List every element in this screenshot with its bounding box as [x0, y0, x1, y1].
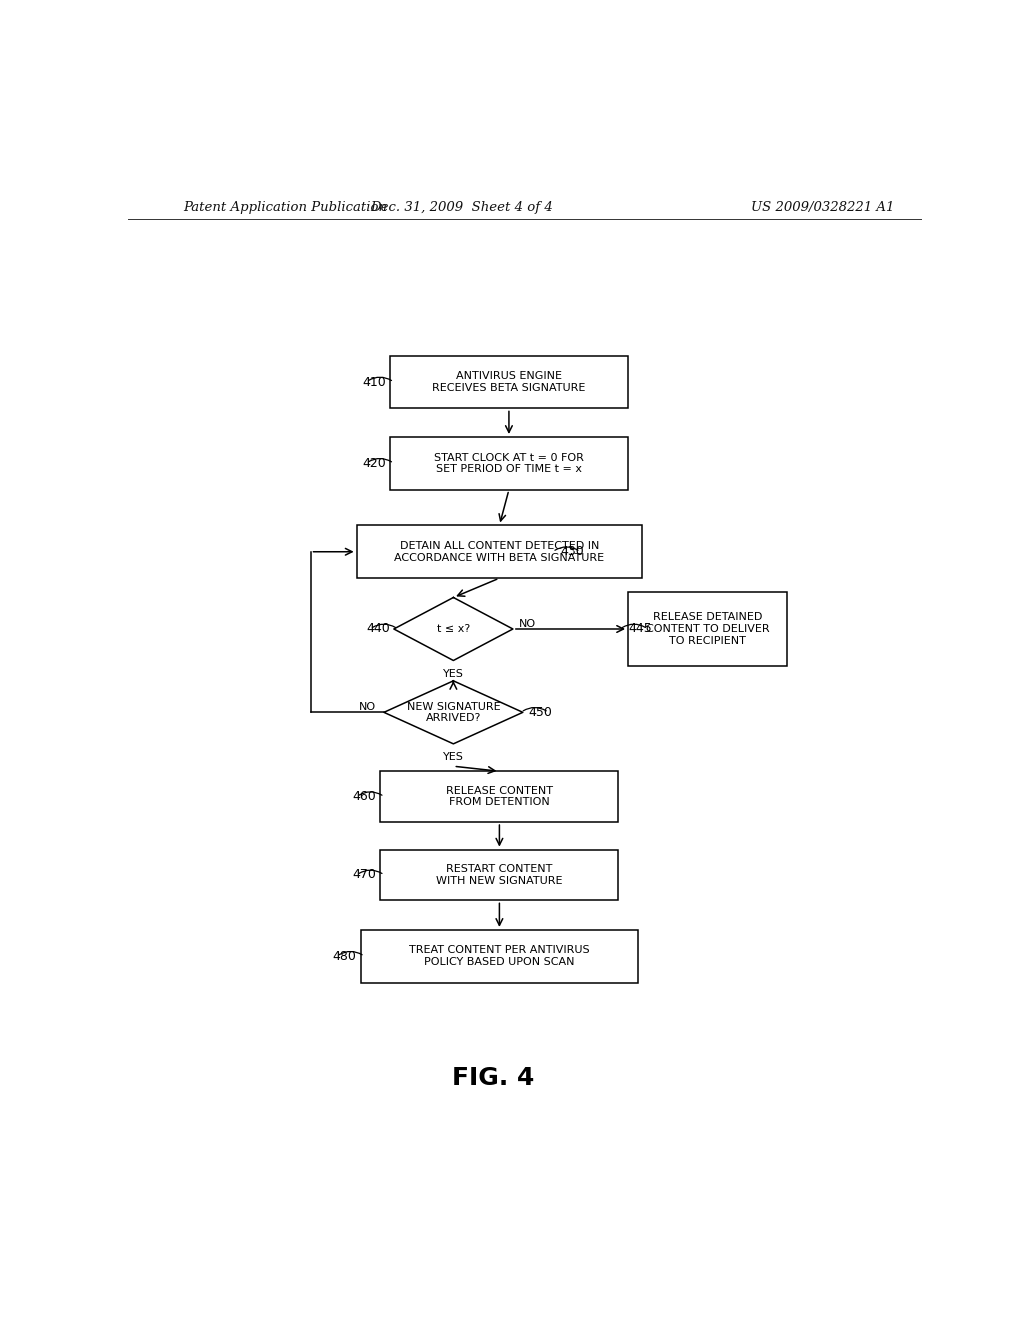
- Text: NEW SIGNATURE
ARRIVED?: NEW SIGNATURE ARRIVED?: [407, 701, 500, 723]
- Text: 445: 445: [628, 623, 651, 635]
- Bar: [628, 593, 786, 665]
- Bar: [380, 771, 618, 822]
- Bar: [380, 850, 618, 900]
- Text: FIG. 4: FIG. 4: [452, 1067, 535, 1090]
- Text: NO: NO: [358, 702, 376, 713]
- Text: RESTART CONTENT
WITH NEW SIGNATURE: RESTART CONTENT WITH NEW SIGNATURE: [436, 865, 562, 886]
- Text: 470: 470: [352, 869, 377, 882]
- Text: TREAT CONTENT PER ANTIVIRUS
POLICY BASED UPON SCAN: TREAT CONTENT PER ANTIVIRUS POLICY BASED…: [410, 945, 590, 968]
- Text: RELEASE CONTENT
FROM DETENTION: RELEASE CONTENT FROM DETENTION: [445, 785, 553, 808]
- Text: RELEASE DETAINED
CONTENT TO DELIVER
TO RECIPIENT: RELEASE DETAINED CONTENT TO DELIVER TO R…: [645, 612, 769, 645]
- Bar: [356, 525, 642, 578]
- Text: 450: 450: [528, 706, 553, 719]
- Text: 410: 410: [362, 375, 386, 388]
- Bar: [360, 929, 638, 982]
- Text: 440: 440: [367, 623, 390, 635]
- Text: ANTIVIRUS ENGINE
RECEIVES BETA SIGNATURE: ANTIVIRUS ENGINE RECEIVES BETA SIGNATURE: [432, 371, 586, 393]
- Text: US 2009/0328221 A1: US 2009/0328221 A1: [751, 201, 894, 214]
- Text: 420: 420: [362, 457, 386, 470]
- Text: YES: YES: [443, 752, 464, 762]
- Polygon shape: [384, 681, 523, 744]
- Polygon shape: [394, 598, 513, 660]
- Bar: [390, 355, 628, 408]
- Text: t ≤ x?: t ≤ x?: [437, 624, 470, 634]
- Text: Dec. 31, 2009  Sheet 4 of 4: Dec. 31, 2009 Sheet 4 of 4: [370, 201, 553, 214]
- Text: 430: 430: [560, 545, 585, 558]
- Text: YES: YES: [443, 669, 464, 678]
- Text: START CLOCK AT t = 0 FOR
SET PERIOD OF TIME t = x: START CLOCK AT t = 0 FOR SET PERIOD OF T…: [434, 453, 584, 474]
- Text: Patent Application Publication: Patent Application Publication: [183, 201, 387, 214]
- Text: DETAIN ALL CONTENT DETECTED IN
ACCORDANCE WITH BETA SIGNATURE: DETAIN ALL CONTENT DETECTED IN ACCORDANC…: [394, 541, 604, 562]
- Bar: [390, 437, 628, 490]
- Text: 460: 460: [352, 791, 377, 803]
- Text: NO: NO: [519, 619, 537, 628]
- Text: 480: 480: [333, 950, 356, 962]
